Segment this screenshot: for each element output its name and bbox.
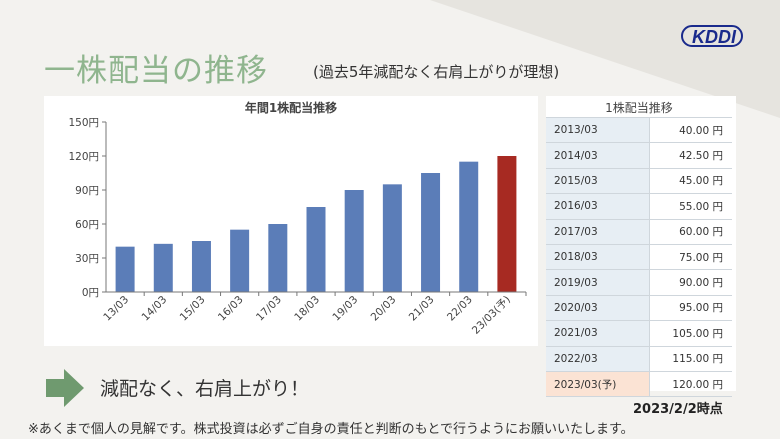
bar [268,224,288,292]
bar-forecast [497,156,517,292]
y-tick-label: 60円 [75,219,99,231]
x-tick-label: 21/03 [407,294,437,324]
table-row: 2020/03 95.00 円 [546,295,732,322]
disclaimer-text: ※あくまで個人の見解です。株式投資は必ずご自身の責任と判断のもとで行うようにお願… [28,422,634,437]
x-tick-label: 22/03 [445,294,475,324]
table-cell-dividend: 60.00 円 [679,226,723,239]
table-row: 2013/03 40.00 円 [546,118,732,144]
table-row: 2022/03 115.00 円 [546,346,732,372]
table-cell-year: 2021/03 [546,321,650,346]
table-cell-dividend: 42.50 円 [679,150,723,163]
y-axis: 0円 30円 60円 90円 120円 150円 [68,117,107,299]
table-cell-year: 2020/03 [546,295,650,321]
bar [382,184,402,292]
table-cell-year: 2022/03 [546,346,650,371]
x-tick-label: 16/03 [216,294,246,324]
table-cell-dividend: 115.00 円 [672,353,723,366]
conclusion-text: 減配なく、右肩上がり！ [100,378,310,400]
arrow-right-icon [46,369,84,407]
bar [115,246,135,292]
x-tick-label: 13/03 [101,294,131,324]
table-title: 1株配当推移 [605,101,673,115]
y-tick-label: 0円 [82,287,99,299]
bar [459,161,479,292]
table-cell-dividend: 75.00 円 [679,251,723,264]
table-cell-year: 2015/03 [546,168,650,194]
table-cell-year: 2019/03 [546,270,650,295]
y-tick-label: 150円 [68,117,99,129]
table-cell-year: 2013/03 [546,118,650,143]
x-tick-label: 18/03 [292,294,322,324]
svg-text:KDDI: KDDI [692,27,737,47]
bar [344,190,364,292]
table-row: 2021/03 105.00 円 [546,321,732,347]
table-cell-year: 2023/03(予) [546,371,650,397]
table-row: 2019/03 90.00 円 [546,270,732,296]
table-cell-dividend: 55.00 円 [679,200,723,213]
table-row: 2016/03 55.00 円 [546,194,732,220]
y-tick-label: 90円 [75,185,99,197]
table-cell-dividend: 45.00 円 [679,175,723,188]
table-body: 2013/03 40.00 円 2014/03 42.50 円 2015/03 45.00… [546,117,732,398]
table-row: 2015/03 45.00 円 [546,168,732,195]
table-cell-year: 2016/03 [546,194,650,219]
bar [306,207,326,292]
table-cell-year: 2018/03 [546,244,650,270]
table-row-forecast: 2023/03(予) 120.00 円 [546,371,732,398]
x-tick-label: 14/03 [140,294,170,324]
x-tick-label: 15/03 [178,294,208,324]
table-row: 2017/03 60.00 円 [546,219,732,245]
y-tick-label: 30円 [75,253,99,265]
table-cell-dividend: 90.00 円 [679,277,723,290]
bar [191,241,211,292]
dividend-table: 1株配当推移 2013/03 40.00 円 2014/03 42.50 円 2015/… [546,96,736,398]
chart-title: 年間1株配当推移 [245,100,337,115]
x-tick-label: 23/03(予) [470,294,513,337]
y-tick-label: 120円 [68,151,99,163]
x-tick-label: 19/03 [330,294,360,324]
table-row: 2018/03 75.00 円 [546,244,732,271]
kddi-logo: KDDI [681,25,743,47]
table-cell-dividend: 95.00 円 [679,302,723,315]
page-subtitle: (過去5年減配なく右肩上がりが理想) [313,63,560,81]
bar [153,243,173,292]
table-cell-dividend: 105.00 円 [672,327,723,340]
table-cell-year: 2014/03 [546,143,650,168]
page-title: 一株配当の推移 [44,53,268,89]
table-row: 2014/03 42.50 円 [546,143,732,169]
x-tick-label: 20/03 [369,294,399,324]
as-of-date: 2023/2/2時点 [633,402,723,417]
dividend-chart: 年間1株配当推移 0円 30円 60円 90円 120円 150円 13/03 14/03 1… [44,96,538,346]
x-axis: 13/03 14/03 15/03 16/03 17/03 18/03 19/03 20/03… [101,291,527,337]
bar [421,173,441,292]
bar [230,229,250,292]
table-cell-dividend: 40.00 円 [679,124,723,137]
bar-series [115,156,517,292]
x-tick-label: 17/03 [254,294,284,324]
table-cell-dividend: 120.00 円 [672,378,723,391]
table-cell-year: 2017/03 [546,219,650,244]
